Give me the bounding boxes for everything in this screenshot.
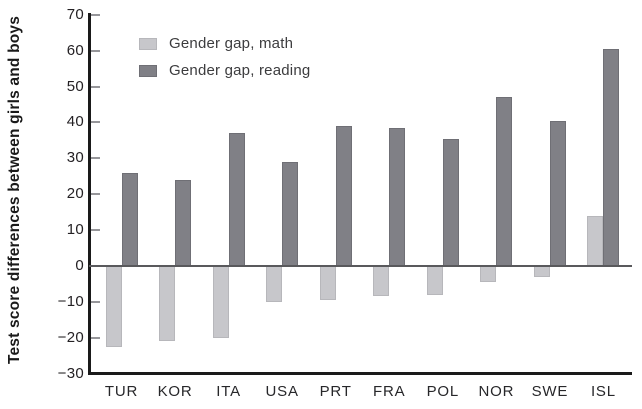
bar-kor-math bbox=[159, 266, 176, 342]
category-label-kor: KOR bbox=[157, 383, 193, 400]
category-label-isl: ISL bbox=[590, 383, 616, 400]
y-tick-label: 40 bbox=[66, 113, 84, 131]
bar-isl-math bbox=[587, 215, 604, 266]
y-tick-label: 50 bbox=[66, 77, 84, 95]
category-label-nor: NOR bbox=[478, 383, 515, 400]
bar-fra-reading bbox=[389, 127, 406, 266]
category-label-pol: POL bbox=[426, 383, 459, 400]
legend-label-reading: Gender gap, reading bbox=[169, 62, 311, 79]
category-label-ita: ITA bbox=[216, 383, 241, 400]
bar-swe-math bbox=[533, 266, 550, 277]
legend-item-reading: Gender gap, reading bbox=[139, 62, 311, 79]
legend-swatch-math bbox=[139, 37, 157, 50]
y-tick-label: −30 bbox=[57, 364, 84, 382]
y-axis-title: Test score differences between girls and… bbox=[6, 15, 23, 365]
x-axis-line bbox=[88, 372, 632, 375]
y-tick-label: 60 bbox=[66, 41, 84, 59]
legend-item-math: Gender gap, math bbox=[139, 35, 310, 52]
bar-usa-reading bbox=[282, 161, 299, 266]
category-label-swe: SWE bbox=[531, 383, 569, 400]
category-label-tur: TUR bbox=[104, 383, 139, 400]
y-tick-label: −20 bbox=[57, 328, 84, 346]
legend-label-math: Gender gap, math bbox=[169, 35, 294, 52]
y-tick-label: 30 bbox=[66, 149, 84, 167]
y-tick-label: 70 bbox=[66, 5, 84, 23]
bar-nor-math bbox=[480, 266, 497, 283]
y-tick-mark bbox=[91, 300, 100, 303]
y-axis-line bbox=[88, 13, 91, 375]
zero-line bbox=[89, 265, 632, 267]
y-tick-mark bbox=[91, 49, 100, 52]
bar-nor-reading bbox=[496, 97, 513, 266]
category-label-fra: FRA bbox=[373, 383, 406, 400]
bar-ita-reading bbox=[228, 133, 245, 266]
bar-pol-math bbox=[426, 266, 443, 295]
y-tick-mark bbox=[91, 157, 100, 160]
bar-ita-math bbox=[212, 266, 229, 338]
y-tick-mark bbox=[91, 336, 100, 339]
bar-prt-math bbox=[319, 266, 336, 301]
y-tick-mark bbox=[91, 229, 100, 232]
y-tick-label: 20 bbox=[66, 185, 84, 203]
y-tick-mark bbox=[91, 193, 100, 196]
bar-kor-reading bbox=[175, 179, 192, 266]
y-tick-label: 0 bbox=[75, 257, 84, 274]
bar-fra-math bbox=[373, 266, 390, 297]
y-tick-mark bbox=[91, 85, 100, 88]
legend: Gender gap, math Gender gap, reading bbox=[139, 35, 311, 90]
bar-prt-reading bbox=[335, 126, 352, 266]
bar-swe-reading bbox=[549, 120, 566, 266]
y-tick-mark bbox=[91, 121, 100, 124]
category-label-prt: PRT bbox=[319, 383, 352, 400]
bar-usa-math bbox=[266, 266, 283, 302]
y-tick-label: 10 bbox=[66, 221, 84, 239]
y-tick-mark bbox=[91, 13, 100, 16]
bar-tur-math bbox=[105, 266, 122, 347]
category-label-usa: USA bbox=[265, 383, 299, 400]
legend-swatch-reading bbox=[139, 64, 157, 77]
bar-isl-reading bbox=[603, 48, 620, 266]
bar-tur-reading bbox=[121, 172, 138, 266]
y-tick-label: −10 bbox=[57, 292, 84, 310]
bar-pol-reading bbox=[442, 138, 459, 266]
